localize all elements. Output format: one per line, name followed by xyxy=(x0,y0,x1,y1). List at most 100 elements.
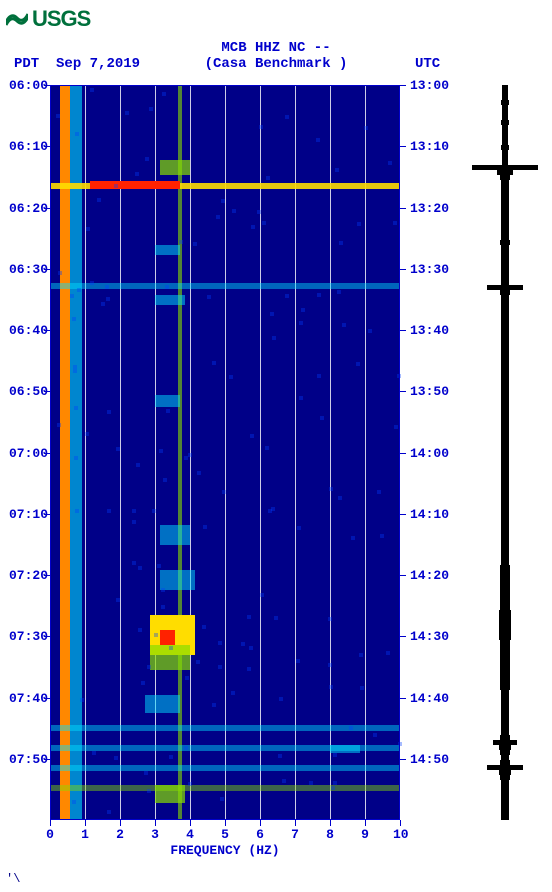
y-left-tick: 06:50 xyxy=(2,384,48,399)
spec-noise-dot xyxy=(221,199,225,203)
spec-noise-dot xyxy=(397,374,401,378)
spec-noise-dot xyxy=(247,667,251,671)
spec-blob xyxy=(155,245,180,255)
gridline xyxy=(295,85,296,820)
spec-noise-dot xyxy=(203,525,207,529)
spec-event-band xyxy=(50,725,400,731)
y-right-tick: 14:00 xyxy=(410,446,449,461)
spec-blob xyxy=(155,295,185,305)
spec-noise-dot xyxy=(114,184,118,188)
spec-noise-dot xyxy=(398,742,402,746)
x-tick: 10 xyxy=(393,827,407,842)
tick-mark xyxy=(260,820,261,826)
spec-noise-dot xyxy=(386,651,390,655)
tick-mark xyxy=(365,820,366,826)
footer-mark: '\ xyxy=(6,872,20,886)
spec-noise-dot xyxy=(185,676,189,680)
spec-noise-dot xyxy=(331,786,335,790)
spec-noise-dot xyxy=(356,362,360,366)
spec-noise-dot xyxy=(272,336,276,340)
x-tick: 2 xyxy=(113,827,127,842)
spec-noise-dot xyxy=(145,157,149,161)
benchmark-name: (Casa Benchmark ) xyxy=(0,56,552,72)
tick-mark xyxy=(400,269,406,270)
spec-noise-dot xyxy=(80,698,84,702)
spec-noise-dot xyxy=(197,471,201,475)
spec-noise-dot xyxy=(328,663,332,667)
spec-noise-dot xyxy=(251,225,255,229)
tick-mark xyxy=(400,575,406,576)
spec-noise-dot xyxy=(328,617,332,621)
spec-noise-dot xyxy=(388,161,392,165)
tick-mark xyxy=(85,820,86,826)
spec-noise-dot xyxy=(165,285,169,289)
spec-noise-dot xyxy=(241,642,245,646)
spec-event-band xyxy=(50,765,400,771)
spec-noise-dot xyxy=(169,646,173,650)
spec-noise-dot xyxy=(216,215,220,219)
tick-mark xyxy=(44,85,50,86)
spec-noise-dot xyxy=(342,323,346,327)
spec-noise-dot xyxy=(373,733,377,737)
y-right-tick: 14:10 xyxy=(410,507,449,522)
y-left-tick: 07:40 xyxy=(2,691,48,706)
tick-mark xyxy=(44,269,50,270)
spec-noise-dot xyxy=(77,288,81,292)
spec-blob xyxy=(155,785,185,803)
spec-noise-dot xyxy=(132,509,136,513)
spec-noise-dot xyxy=(74,406,78,410)
x-tick: 9 xyxy=(358,827,372,842)
spec-noise-dot xyxy=(157,564,161,568)
y-left-tick: 06:40 xyxy=(2,323,48,338)
spec-noise-dot xyxy=(333,753,337,757)
spec-noise-dot xyxy=(107,410,111,414)
spec-noise-dot xyxy=(166,409,170,413)
spec-noise-dot xyxy=(97,198,101,202)
spec-noise-dot xyxy=(249,646,253,650)
waveform-trace xyxy=(470,85,540,820)
spec-noise-dot xyxy=(132,520,136,524)
spec-event-band xyxy=(50,785,400,791)
gridline xyxy=(330,85,331,820)
waveform-segment xyxy=(501,815,509,820)
x-tick: 7 xyxy=(288,827,302,842)
tick-mark xyxy=(330,820,331,826)
x-tick: 8 xyxy=(323,827,337,842)
tick-mark xyxy=(295,820,296,826)
spec-noise-dot xyxy=(279,697,283,701)
tick-mark xyxy=(44,759,50,760)
spec-event-band xyxy=(50,283,400,289)
spec-noise-dot xyxy=(329,487,333,491)
spec-blob xyxy=(160,570,195,590)
spec-blob xyxy=(160,160,190,175)
usgs-logo: USGS xyxy=(6,6,90,32)
spec-noise-dot xyxy=(184,746,188,750)
station-code: MCB HHZ NC -- xyxy=(0,40,552,56)
gridline xyxy=(365,85,366,820)
spec-noise-dot xyxy=(179,240,183,244)
spec-noise-dot xyxy=(394,425,398,429)
spec-noise-dot xyxy=(265,446,269,450)
tick-mark xyxy=(44,391,50,392)
y-left-tick: 07:30 xyxy=(2,629,48,644)
spec-noise-dot xyxy=(247,615,251,619)
tick-mark xyxy=(400,820,401,826)
spec-noise-dot xyxy=(149,107,153,111)
spec-noise-dot xyxy=(116,447,120,451)
spec-noise-dot xyxy=(58,271,62,275)
timezone-right: UTC xyxy=(415,56,440,72)
spec-noise-dot xyxy=(351,536,355,540)
y-right-tick: 14:30 xyxy=(410,629,449,644)
spec-blob xyxy=(155,395,180,407)
spec-noise-dot xyxy=(107,810,111,814)
tick-mark xyxy=(44,575,50,576)
spec-noise-dot xyxy=(207,295,211,299)
tick-mark xyxy=(44,330,50,331)
spec-noise-dot xyxy=(357,222,361,226)
usgs-logo-text: USGS xyxy=(32,6,90,32)
x-tick: 1 xyxy=(78,827,92,842)
spec-noise-dot xyxy=(188,453,192,457)
spec-noise-dot xyxy=(299,321,303,325)
spec-lowfreq-band xyxy=(70,85,82,820)
spec-noise-dot xyxy=(101,302,105,306)
